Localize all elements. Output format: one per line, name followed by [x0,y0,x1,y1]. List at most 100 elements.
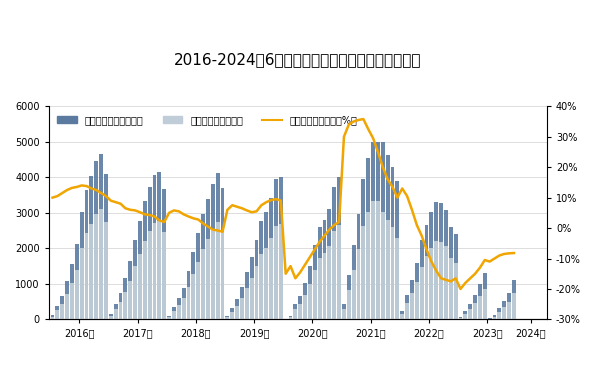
Bar [51,317,54,320]
Bar [473,295,477,320]
Bar [308,284,312,320]
Bar [89,224,94,320]
Bar [94,161,98,320]
Bar [299,304,302,320]
Bar [333,231,336,320]
Bar [153,223,157,320]
Bar [424,225,429,320]
Bar [371,201,375,320]
Bar [123,278,128,320]
Bar [172,308,176,320]
Bar [488,318,492,320]
Bar [167,317,171,320]
Bar [279,224,283,320]
Bar [128,261,132,320]
Bar [318,258,322,320]
Bar [274,179,278,320]
Bar [138,254,142,320]
Bar [65,294,69,320]
Bar [439,242,443,320]
Bar [254,240,259,320]
Bar [138,221,142,320]
Bar [464,314,467,320]
Bar [449,258,453,320]
Bar [376,142,380,320]
Bar [381,142,385,320]
Bar [211,184,215,320]
Bar [143,241,147,320]
Bar [216,173,219,320]
Bar [512,293,516,320]
Bar [240,287,244,320]
Bar [322,220,327,320]
Bar [424,256,429,320]
Bar [420,267,424,320]
Bar [60,304,64,320]
Bar [318,227,322,320]
Bar [259,254,263,320]
Bar [75,270,79,320]
Bar [395,238,399,320]
Bar [230,312,234,320]
Bar [114,304,117,320]
Bar [284,319,288,320]
Bar [337,177,341,320]
Bar [55,306,60,320]
Bar [464,311,467,320]
Bar [80,248,83,320]
Bar [211,229,215,320]
Bar [206,239,210,320]
Bar [51,315,54,320]
Bar [434,241,438,320]
Bar [148,187,151,320]
Bar [230,308,234,320]
Bar [235,306,239,320]
Bar [245,288,249,320]
Bar [187,287,191,320]
Bar [182,288,185,320]
Bar [245,273,249,320]
Bar [70,264,74,320]
Bar [439,203,443,320]
Bar [221,232,225,320]
Bar [376,201,380,320]
Bar [498,308,501,320]
Bar [201,249,205,320]
Bar [85,233,88,320]
Bar [177,305,181,320]
Bar [235,299,239,320]
Bar [65,281,69,320]
Bar [454,234,458,320]
Bar [191,274,195,320]
Bar [75,244,79,320]
Bar [444,246,448,320]
Bar [133,267,137,320]
Bar [104,174,108,320]
Bar [502,302,506,320]
Bar [390,167,395,320]
Bar [483,288,487,320]
Bar [401,311,404,320]
Bar [313,270,316,320]
Bar [250,258,254,320]
Bar [303,295,307,320]
Bar [483,273,487,320]
Bar [206,199,210,320]
Bar [352,270,356,320]
Bar [444,209,448,320]
Bar [225,316,229,320]
Bar [85,190,88,320]
Bar [60,296,64,320]
Title: 2016-2024年6月河北省房地产投资额及住宅投资额: 2016-2024年6月河北省房地产投资额及住宅投资额 [174,53,421,68]
Bar [293,309,297,320]
Bar [94,214,98,320]
Bar [449,227,453,320]
Bar [327,246,331,320]
Bar [288,317,293,320]
Legend: 房地产投资额（亿元）, 住宅投资额（亿元）, 房地产投资额增速（%）: 房地产投资额（亿元）, 住宅投资额（亿元）, 房地产投资额增速（%） [54,111,361,129]
Bar [299,296,302,320]
Bar [473,303,477,320]
Bar [401,314,404,320]
Bar [347,274,351,320]
Bar [70,283,74,320]
